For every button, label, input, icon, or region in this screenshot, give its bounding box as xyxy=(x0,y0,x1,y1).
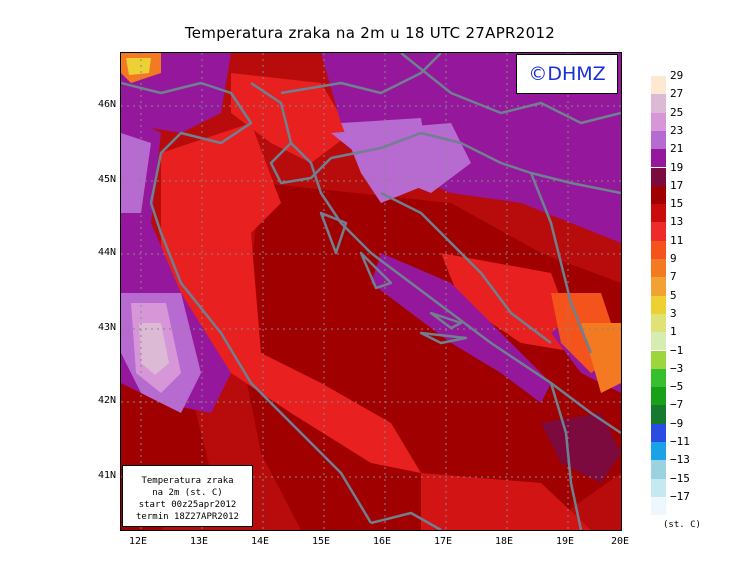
legend-swatch xyxy=(651,350,666,369)
bright-red-adriatic xyxy=(161,123,421,473)
legend-swatch xyxy=(651,496,666,516)
lat-label-45n: 45N xyxy=(97,174,116,185)
legend-swatch xyxy=(651,185,666,205)
island-cres xyxy=(319,211,348,255)
legend-label: 3 xyxy=(670,306,677,320)
lon-label-18e: 18E xyxy=(494,536,514,547)
lat-label-46n: 46N xyxy=(97,99,116,110)
legend-swatch xyxy=(651,167,666,186)
lon-label-15e: 15E xyxy=(311,536,331,547)
lon-label-14e: 14E xyxy=(250,536,270,547)
legend-swatch xyxy=(651,112,666,131)
border-croatia-bih xyxy=(330,131,621,195)
bright-red-south xyxy=(421,473,591,530)
legend-label: −9 xyxy=(670,416,684,430)
legend-label: 15 xyxy=(670,197,684,211)
legend-label: 13 xyxy=(670,215,684,229)
info-line-unit: na 2m (st. C) xyxy=(152,488,223,498)
legend-label: −15 xyxy=(670,471,690,485)
pale-italy-peak xyxy=(139,323,169,375)
legend-label: −17 xyxy=(670,489,690,503)
legend-swatch xyxy=(651,259,666,278)
border-serbia xyxy=(529,172,593,354)
legend-label: 21 xyxy=(670,142,684,156)
legend-label: −5 xyxy=(670,380,684,394)
border-hungary xyxy=(400,53,621,125)
legend-swatch xyxy=(651,478,666,497)
legend-label: −13 xyxy=(670,453,690,467)
lon-label-16e: 16E xyxy=(372,536,392,547)
bright-red-east xyxy=(441,253,581,353)
legend-swatch xyxy=(651,423,666,442)
lat-label-41n: 41N xyxy=(97,470,116,481)
bright-red-north xyxy=(231,73,351,163)
border-slovenia xyxy=(280,53,442,95)
legend-swatch xyxy=(651,204,666,223)
legend-swatch xyxy=(651,368,666,388)
info-line-termin: termin 18Z27APR2012 xyxy=(136,512,239,522)
purple-albania xyxy=(541,413,621,483)
legend-swatch xyxy=(651,405,666,424)
lon-label-17e: 17E xyxy=(433,536,453,547)
map-title: Temperatura zraka na 2m u 18 UTC 27APR20… xyxy=(184,24,556,42)
legend-label: −3 xyxy=(670,361,684,375)
croatia-coast xyxy=(250,81,621,435)
purple-dinaric-ridge xyxy=(371,253,551,403)
istria xyxy=(269,142,332,185)
legend-swatch xyxy=(651,240,666,259)
legend-swatch xyxy=(651,130,666,150)
legend-label: 25 xyxy=(670,105,684,119)
legend-label: 29 xyxy=(670,69,684,82)
orange-patch-se xyxy=(581,323,621,393)
legend-label: 19 xyxy=(670,160,684,174)
temperature-map xyxy=(120,52,622,531)
dhmz-logo: ©DHMZ xyxy=(516,54,618,94)
italy-east-coast xyxy=(121,81,373,524)
coastlines xyxy=(121,53,621,530)
italy-heel xyxy=(370,511,442,530)
legend-label: −1 xyxy=(670,343,684,357)
lat-label-42n: 42N xyxy=(97,395,116,406)
yellow-patch-north xyxy=(126,58,151,75)
forecast-info-box: Temperatura zraka na 2m (st. C) start 00… xyxy=(122,465,253,527)
legend-label: 27 xyxy=(670,87,684,101)
lon-label-13e: 13E xyxy=(189,536,209,547)
legend-label: 1 xyxy=(670,325,677,339)
legend-label: −7 xyxy=(670,398,684,412)
legend-swatch xyxy=(651,149,666,168)
legend-swatch xyxy=(651,332,666,351)
info-line-start: start 00z25apr2012 xyxy=(138,500,237,510)
island-pag xyxy=(359,251,393,290)
legend-swatch xyxy=(651,460,666,479)
lon-label-19e: 19E xyxy=(555,536,575,547)
legend-swatch xyxy=(651,313,666,333)
legend-swatch xyxy=(651,442,666,461)
lon-label-20e: 20E xyxy=(610,536,630,547)
lon-label-12e: 12E xyxy=(128,536,148,547)
island-brac xyxy=(429,311,463,330)
legend-swatch xyxy=(651,295,666,314)
albania-coast xyxy=(549,382,583,530)
map-canvas xyxy=(121,53,621,530)
legend-label: 7 xyxy=(670,270,677,284)
violet-italy-west xyxy=(121,133,151,213)
legend-label: −11 xyxy=(670,435,690,448)
legend-label: 9 xyxy=(670,252,677,265)
lat-label-44n: 44N xyxy=(97,247,116,258)
island-hvar xyxy=(419,331,468,345)
lat-label-43n: 43N xyxy=(97,322,116,333)
legend-label: 17 xyxy=(670,178,684,192)
info-line-variable: Temperatura zraka xyxy=(141,476,234,486)
legend-label: 11 xyxy=(670,233,684,247)
violet-croatia-north xyxy=(341,118,431,203)
legend-swatch xyxy=(651,222,666,241)
legend-swatch xyxy=(651,76,666,95)
border-bih-inner xyxy=(380,191,552,344)
legend-unit: (st. C) xyxy=(663,520,701,530)
legend-swatch xyxy=(651,387,666,406)
legend-swatch xyxy=(651,277,666,296)
legend-label: 5 xyxy=(670,288,677,302)
legend-swatch xyxy=(651,94,666,113)
legend-label: 23 xyxy=(670,123,684,137)
